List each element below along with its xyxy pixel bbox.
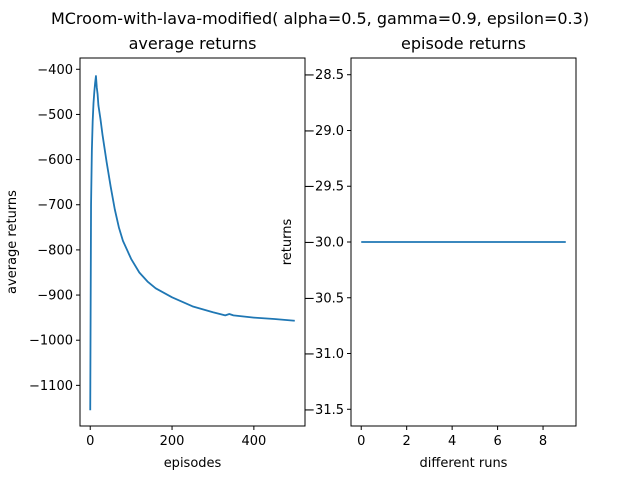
left-panel: average returns 0 200 400 −1100 −1000 −900 −800… [5,34,306,471]
left-x-axis-label: episodes [164,456,222,471]
right-x-axis-label: different runs [420,456,508,471]
right-y-tick-label: −29.5 [304,180,344,195]
right-y-tick-label: −31.0 [304,347,344,362]
left-y-tick-label: −1100 [29,379,73,394]
right-x-tick-label: 0 [357,434,365,449]
right-y-tick-label: −31.5 [304,403,344,418]
right-x-tick-label: 2 [403,434,411,449]
left-y-axis-label: average returns [5,190,20,294]
left-series-line [89,75,295,411]
right-y-tick-label: −28.5 [304,68,344,83]
right-y-axis-label: returns [280,219,295,266]
left-x-tick-label: 200 [160,434,185,449]
right-x-tick-label: 4 [448,434,456,449]
left-y-tick-label: −1000 [29,334,73,349]
left-y-tick-label: −400 [37,63,73,78]
left-axes-frame [79,57,306,427]
left-y-tick-label: −600 [37,153,73,168]
right-panel-title: episode returns [401,34,526,53]
right-y-tick-label: −30.0 [304,236,344,251]
right-y-tick-label: −30.5 [304,291,344,306]
left-y-tick-label: −800 [37,243,73,258]
left-y-tick-label: −900 [37,289,73,304]
left-x-tick-label: 400 [241,434,266,449]
right-panel: episode returns 0 2 4 6 8 −31.5 −31.0 −30.5 −30.0… [280,34,577,471]
left-y-tick-label: −500 [37,108,73,123]
right-x-tick-label: 8 [539,434,547,449]
left-y-tick-label: −700 [37,198,73,213]
right-y-tick-label: −29.0 [304,124,344,139]
right-x-tick-label: 6 [493,434,501,449]
figure-suptitle: MCroom-with-lava-modified( alpha=0.5, ga… [51,9,589,28]
left-x-tick-label: 0 [86,434,94,449]
left-panel-title: average returns [129,34,257,53]
